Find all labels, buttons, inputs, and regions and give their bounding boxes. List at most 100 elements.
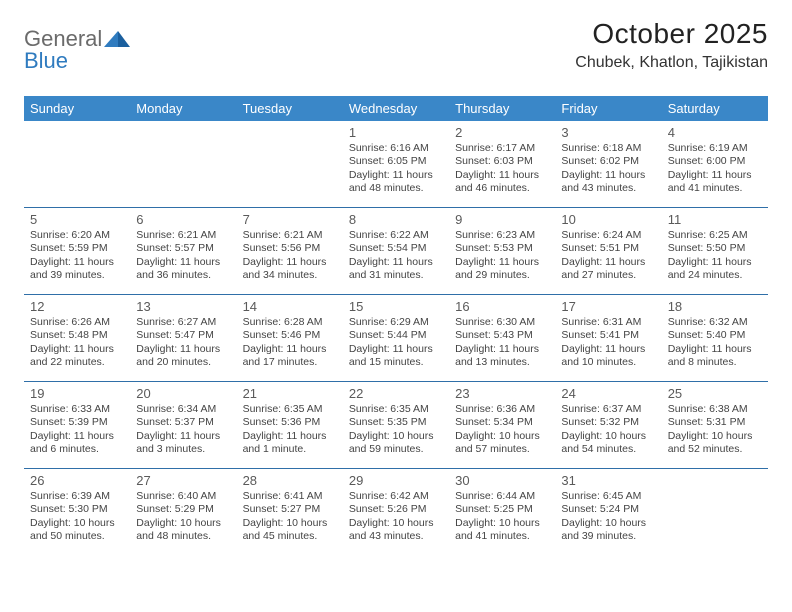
sunrise-text: Sunrise: 6:31 AM <box>561 316 655 329</box>
sunrise-text: Sunrise: 6:27 AM <box>136 316 230 329</box>
day-number: 28 <box>243 473 337 489</box>
sunset-text: Sunset: 5:35 PM <box>349 416 443 429</box>
sunrise-text: Sunrise: 6:24 AM <box>561 229 655 242</box>
daylight-text: Daylight: 11 hours and 43 minutes. <box>561 169 655 195</box>
sunrise-text: Sunrise: 6:36 AM <box>455 403 549 416</box>
daylight-text: Daylight: 11 hours and 31 minutes. <box>349 256 443 282</box>
day-number: 21 <box>243 386 337 402</box>
daylight-text: Daylight: 10 hours and 57 minutes. <box>455 430 549 456</box>
day-cell: 19Sunrise: 6:33 AMSunset: 5:39 PMDayligh… <box>24 382 130 468</box>
logo-triangle-icon <box>104 29 130 49</box>
dayhead-wed: Wednesday <box>343 96 449 121</box>
day-number: 8 <box>349 212 443 228</box>
day-cell: 18Sunrise: 6:32 AMSunset: 5:40 PMDayligh… <box>662 295 768 381</box>
day-cell: 6Sunrise: 6:21 AMSunset: 5:57 PMDaylight… <box>130 208 236 294</box>
daylight-text: Daylight: 11 hours and 34 minutes. <box>243 256 337 282</box>
daylight-text: Daylight: 11 hours and 27 minutes. <box>561 256 655 282</box>
week-row: 26Sunrise: 6:39 AMSunset: 5:30 PMDayligh… <box>24 469 768 555</box>
sunset-text: Sunset: 5:27 PM <box>243 503 337 516</box>
daylight-text: Daylight: 11 hours and 8 minutes. <box>668 343 762 369</box>
day-cell <box>130 121 236 207</box>
sunset-text: Sunset: 5:46 PM <box>243 329 337 342</box>
sunrise-text: Sunrise: 6:41 AM <box>243 490 337 503</box>
day-number: 3 <box>561 125 655 141</box>
sunrise-text: Sunrise: 6:37 AM <box>561 403 655 416</box>
daylight-text: Daylight: 10 hours and 43 minutes. <box>349 517 443 543</box>
daylight-text: Daylight: 11 hours and 1 minute. <box>243 430 337 456</box>
day-number: 17 <box>561 299 655 315</box>
day-number: 19 <box>30 386 124 402</box>
sunset-text: Sunset: 5:47 PM <box>136 329 230 342</box>
day-cell: 1Sunrise: 6:16 AMSunset: 6:05 PMDaylight… <box>343 121 449 207</box>
dayhead-thu: Thursday <box>449 96 555 121</box>
week-row: 12Sunrise: 6:26 AMSunset: 5:48 PMDayligh… <box>24 295 768 382</box>
day-number: 26 <box>30 473 124 489</box>
daylight-text: Daylight: 11 hours and 29 minutes. <box>455 256 549 282</box>
dayhead-sun: Sunday <box>24 96 130 121</box>
week-row: 5Sunrise: 6:20 AMSunset: 5:59 PMDaylight… <box>24 208 768 295</box>
day-number: 14 <box>243 299 337 315</box>
sunrise-text: Sunrise: 6:28 AM <box>243 316 337 329</box>
sunrise-text: Sunrise: 6:16 AM <box>349 142 443 155</box>
sunrise-text: Sunrise: 6:42 AM <box>349 490 443 503</box>
day-number: 27 <box>136 473 230 489</box>
day-number: 4 <box>668 125 762 141</box>
day-cell: 3Sunrise: 6:18 AMSunset: 6:02 PMDaylight… <box>555 121 661 207</box>
day-cell: 25Sunrise: 6:38 AMSunset: 5:31 PMDayligh… <box>662 382 768 468</box>
sunrise-text: Sunrise: 6:26 AM <box>30 316 124 329</box>
daylight-text: Daylight: 11 hours and 22 minutes. <box>30 343 124 369</box>
day-number: 29 <box>349 473 443 489</box>
day-number: 10 <box>561 212 655 228</box>
daylight-text: Daylight: 11 hours and 39 minutes. <box>30 256 124 282</box>
brand-logo: General <box>24 18 130 52</box>
day-cell: 13Sunrise: 6:27 AMSunset: 5:47 PMDayligh… <box>130 295 236 381</box>
day-number: 23 <box>455 386 549 402</box>
day-number: 15 <box>349 299 443 315</box>
sunset-text: Sunset: 5:31 PM <box>668 416 762 429</box>
day-cell: 29Sunrise: 6:42 AMSunset: 5:26 PMDayligh… <box>343 469 449 555</box>
daylight-text: Daylight: 10 hours and 41 minutes. <box>455 517 549 543</box>
sunset-text: Sunset: 6:05 PM <box>349 155 443 168</box>
daylight-text: Daylight: 11 hours and 17 minutes. <box>243 343 337 369</box>
sunrise-text: Sunrise: 6:35 AM <box>349 403 443 416</box>
dayhead-mon: Monday <box>130 96 236 121</box>
sunset-text: Sunset: 5:56 PM <box>243 242 337 255</box>
day-number: 31 <box>561 473 655 489</box>
sunrise-text: Sunrise: 6:35 AM <box>243 403 337 416</box>
sunset-text: Sunset: 5:30 PM <box>30 503 124 516</box>
sunset-text: Sunset: 5:41 PM <box>561 329 655 342</box>
day-cell <box>662 469 768 555</box>
day-number: 22 <box>349 386 443 402</box>
day-number: 24 <box>561 386 655 402</box>
day-number: 2 <box>455 125 549 141</box>
day-cell: 27Sunrise: 6:40 AMSunset: 5:29 PMDayligh… <box>130 469 236 555</box>
daylight-text: Daylight: 11 hours and 24 minutes. <box>668 256 762 282</box>
day-cell: 23Sunrise: 6:36 AMSunset: 5:34 PMDayligh… <box>449 382 555 468</box>
day-number: 12 <box>30 299 124 315</box>
sunrise-text: Sunrise: 6:38 AM <box>668 403 762 416</box>
day-cell: 28Sunrise: 6:41 AMSunset: 5:27 PMDayligh… <box>237 469 343 555</box>
daylight-text: Daylight: 11 hours and 46 minutes. <box>455 169 549 195</box>
month-title: October 2025 <box>575 18 768 50</box>
dayhead-sat: Saturday <box>662 96 768 121</box>
sunset-text: Sunset: 5:25 PM <box>455 503 549 516</box>
day-cell: 15Sunrise: 6:29 AMSunset: 5:44 PMDayligh… <box>343 295 449 381</box>
daylight-text: Daylight: 11 hours and 13 minutes. <box>455 343 549 369</box>
sunrise-text: Sunrise: 6:29 AM <box>349 316 443 329</box>
daylight-text: Daylight: 11 hours and 3 minutes. <box>136 430 230 456</box>
sunset-text: Sunset: 5:32 PM <box>561 416 655 429</box>
sunset-text: Sunset: 6:02 PM <box>561 155 655 168</box>
day-cell: 7Sunrise: 6:21 AMSunset: 5:56 PMDaylight… <box>237 208 343 294</box>
sunrise-text: Sunrise: 6:39 AM <box>30 490 124 503</box>
daylight-text: Daylight: 11 hours and 10 minutes. <box>561 343 655 369</box>
sunrise-text: Sunrise: 6:21 AM <box>136 229 230 242</box>
daylight-text: Daylight: 10 hours and 50 minutes. <box>30 517 124 543</box>
sunset-text: Sunset: 5:53 PM <box>455 242 549 255</box>
sunrise-text: Sunrise: 6:40 AM <box>136 490 230 503</box>
day-header-row: Sunday Monday Tuesday Wednesday Thursday… <box>24 96 768 121</box>
daylight-text: Daylight: 11 hours and 15 minutes. <box>349 343 443 369</box>
day-number: 6 <box>136 212 230 228</box>
daylight-text: Daylight: 11 hours and 20 minutes. <box>136 343 230 369</box>
daylight-text: Daylight: 10 hours and 45 minutes. <box>243 517 337 543</box>
day-cell: 16Sunrise: 6:30 AMSunset: 5:43 PMDayligh… <box>449 295 555 381</box>
